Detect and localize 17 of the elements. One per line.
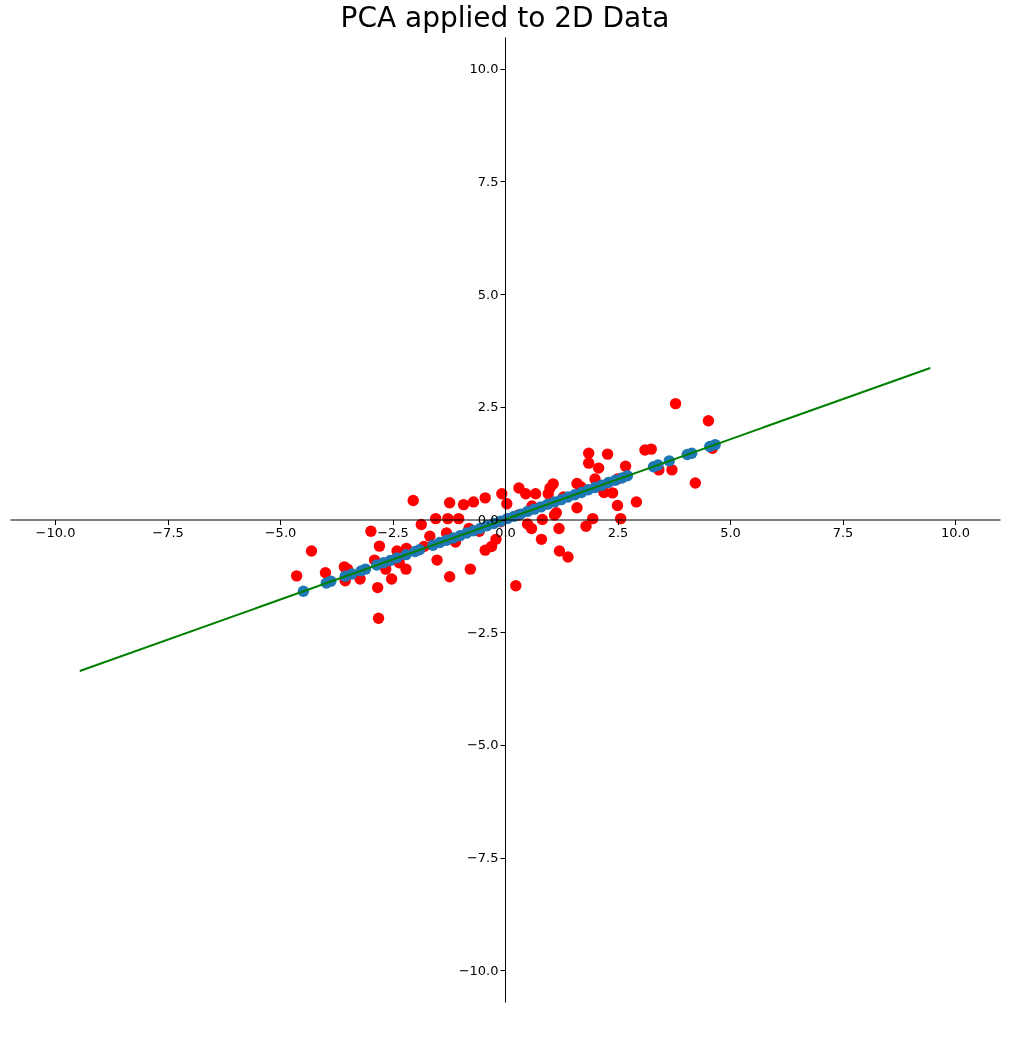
- y-tick-label: −7.5: [466, 850, 499, 866]
- y-tick-label: 10.0: [469, 61, 499, 77]
- x-tick-label: −2.5: [377, 525, 409, 540]
- x-tick-label: 5.0: [720, 525, 741, 540]
- y-tick-label: 7.5: [477, 173, 499, 189]
- x-tick-label: −7.5: [152, 525, 184, 540]
- y-tick-label: −5.0: [466, 737, 499, 753]
- x-tick-label: 2.5: [607, 525, 629, 540]
- y-tick-label: −2.5: [466, 624, 499, 640]
- y-tick-label: −10.0: [458, 962, 499, 978]
- chart-title: PCA applied to 2D Data: [340, 1, 670, 34]
- y-tick-label: 5.0: [477, 286, 499, 302]
- x-tick-label: 7.5: [832, 525, 854, 540]
- x-tick-label: −5.0: [264, 525, 297, 540]
- y-tick-label: 2.5: [477, 399, 499, 415]
- x-tick-label: −10.0: [35, 525, 76, 540]
- x-tick-label: 10.0: [941, 525, 970, 540]
